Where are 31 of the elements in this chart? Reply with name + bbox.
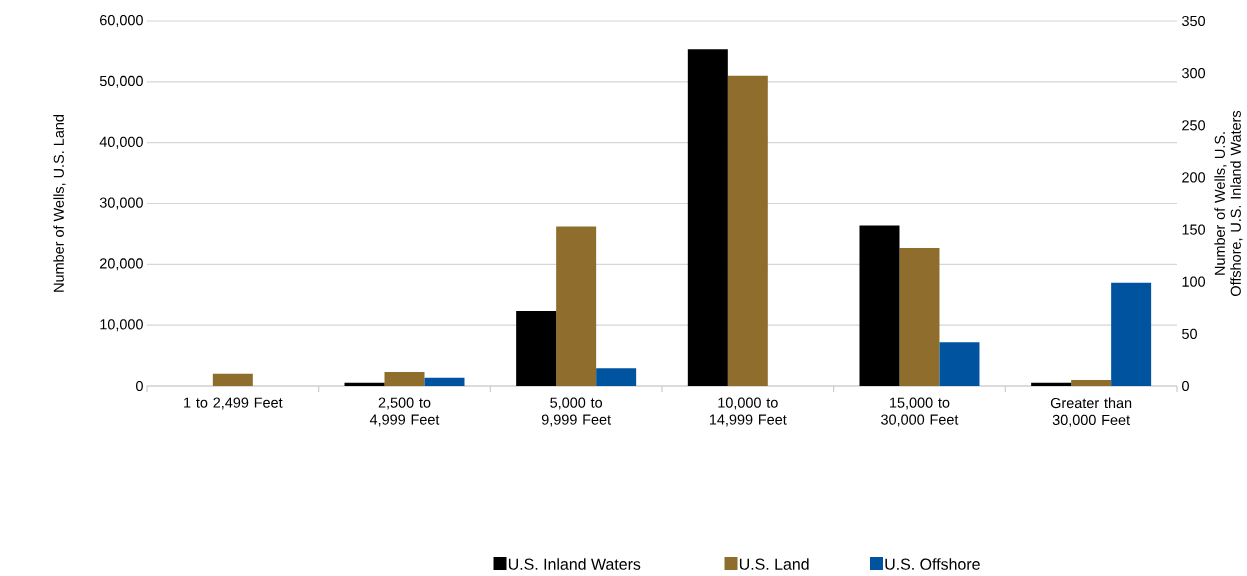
y-tick-label: 20,000 bbox=[100, 258, 143, 271]
y-tick-label: 40,000 bbox=[99, 136, 143, 149]
y-tick-label: 10,000 bbox=[100, 319, 143, 332]
y-tick-label: 60,000 bbox=[100, 15, 143, 27]
x-tick-label: 2,500 to 4,999 Feet bbox=[369, 397, 440, 427]
y2-tick-label: 150 bbox=[1182, 224, 1206, 235]
y-tick-label: 30,000 bbox=[99, 197, 143, 210]
y-tick-label: 50,000 bbox=[99, 75, 143, 88]
y2-tick-label: 100 bbox=[1182, 276, 1206, 287]
x-tick-label: 1 to 2,499 Feet bbox=[184, 397, 283, 410]
bar bbox=[212, 373, 253, 386]
y-tick-label: 0 bbox=[136, 380, 143, 392]
y2-tick-label: 200 bbox=[1182, 172, 1206, 183]
x-tick-label: 15,000 to 30,000 Feet bbox=[881, 397, 959, 427]
bar bbox=[596, 368, 637, 386]
bar bbox=[1111, 282, 1152, 386]
legend-label: U.S. Land bbox=[739, 558, 809, 570]
legend-label: U.S. Inland Waters bbox=[508, 558, 641, 570]
y2-tick-label: 0 bbox=[1182, 380, 1189, 392]
y2-tick-label: 250 bbox=[1182, 120, 1206, 131]
y-axis-title: Number of Wells, U.S. Land bbox=[53, 115, 66, 292]
x-tick-label: 10,000 to 14,999 Feet bbox=[709, 397, 787, 427]
x-tick-label: Greater than 30,000 Feet bbox=[1050, 397, 1132, 427]
bar bbox=[556, 226, 597, 386]
y2-tick-label: 50 bbox=[1182, 328, 1197, 339]
y2-axis-title: Number of Wells, U.S. Offshore, U.S. Inland Waters bbox=[1214, 110, 1243, 296]
legend-label: U.S. Offshore bbox=[885, 558, 980, 570]
y2-tick-label: 350 bbox=[1182, 15, 1206, 27]
x-tick-label: 5,000 to 9,999 Feet bbox=[541, 397, 611, 427]
bar bbox=[939, 342, 980, 386]
y2-tick-label: 300 bbox=[1182, 68, 1206, 79]
